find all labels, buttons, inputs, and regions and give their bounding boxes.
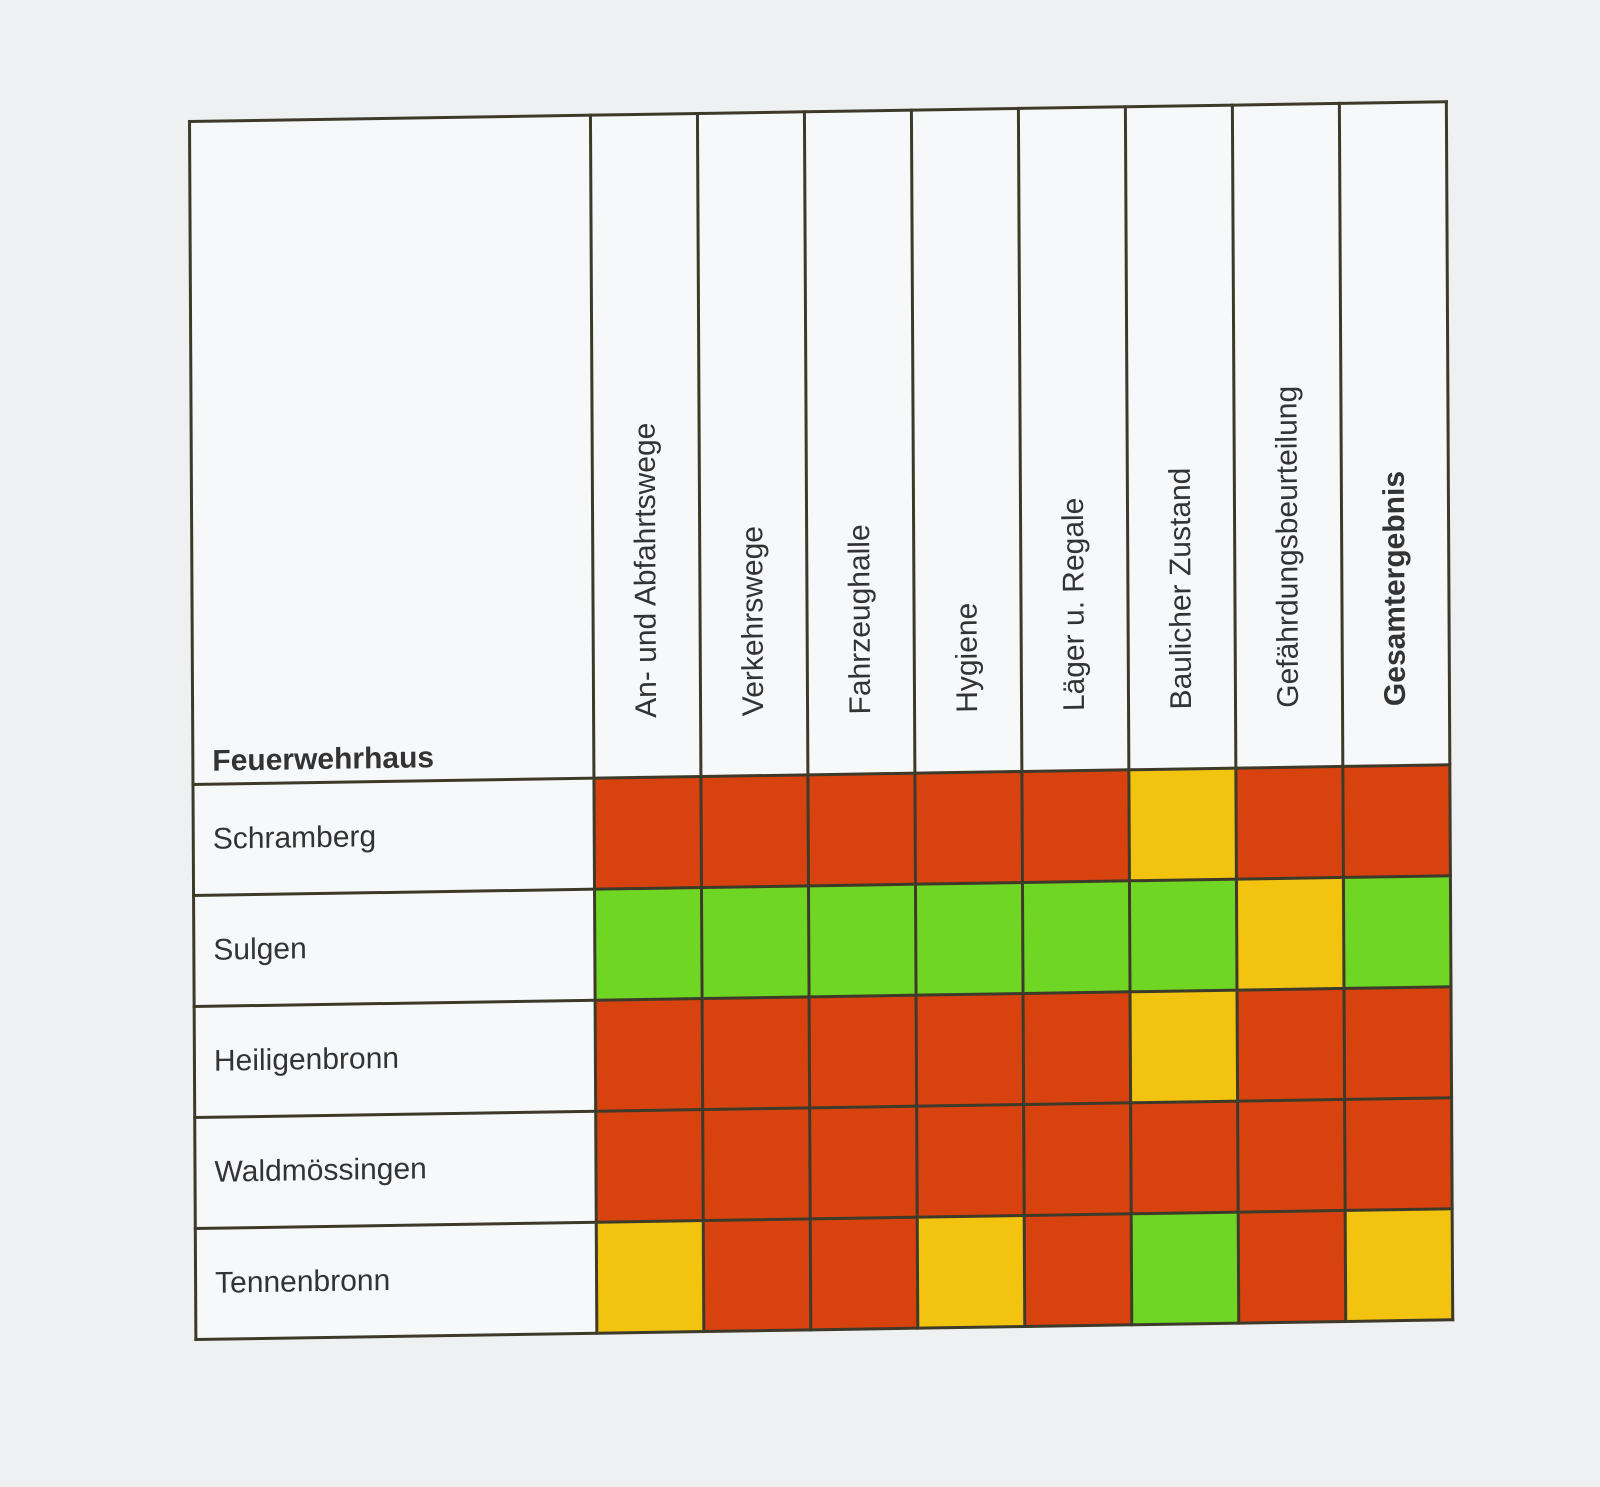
- rating-cell-red: [702, 996, 810, 1110]
- rating-cell-green: [1129, 879, 1238, 992]
- rating-cell-red: [595, 998, 703, 1112]
- rating-cell-red: [703, 1218, 811, 1332]
- row-label: Sulgen: [193, 889, 596, 1007]
- row-header: Feuerwehrhaus: [189, 115, 594, 785]
- column-header: Läger u. Regale: [1018, 106, 1129, 772]
- rating-cell-red: [593, 776, 702, 890]
- rating-cell-red: [809, 1106, 918, 1219]
- column-header: Fahrzeughalle: [804, 110, 915, 775]
- column-header: Baulicher Zustand: [1125, 105, 1236, 770]
- column-header-label: Verkehrswege: [736, 525, 771, 717]
- rating-cell-red: [916, 1104, 1025, 1218]
- rating-cell-green: [915, 882, 1024, 996]
- rating-cell-red: [1023, 1102, 1132, 1216]
- column-header-label: Baulicher Zustand: [1163, 467, 1199, 710]
- rating-cell-red: [1024, 1213, 1132, 1327]
- rating-cell-green: [701, 885, 810, 999]
- rating-cell-red: [1238, 1210, 1346, 1324]
- column-header: An- und Abfahrtswege: [590, 113, 701, 779]
- rating-cell-red: [1023, 991, 1131, 1105]
- column-header-label: Hygiene: [950, 602, 985, 714]
- rating-cell-red: [1235, 766, 1344, 880]
- column-header-label: Gesamtergebnis: [1377, 470, 1413, 707]
- assessment-table-container: Feuerwehrhaus An- und Abfahrtswege Verkeh…: [188, 100, 1455, 1342]
- table-row: Sulgen: [193, 875, 1451, 1007]
- column-header-label: Fahrzeughalle: [843, 524, 878, 715]
- row-label: Schramberg: [192, 778, 595, 896]
- rating-cell-green: [1131, 1212, 1239, 1325]
- column-header: Gefährdungsbeurteilung: [1232, 103, 1343, 769]
- row-label: Waldmössingen: [194, 1111, 597, 1229]
- column-header-label: Läger u. Regale: [1056, 497, 1092, 712]
- row-label: Tennenbronn: [195, 1222, 597, 1340]
- rating-cell-yellow: [1128, 768, 1237, 881]
- column-header: Gesamtergebnis: [1339, 101, 1450, 767]
- rating-cell-red: [1342, 764, 1451, 878]
- rating-cell-yellow: [1345, 1208, 1453, 1322]
- rating-cell-red: [702, 1107, 811, 1221]
- rating-cell-red: [1343, 986, 1452, 1100]
- rating-cell-green: [1343, 875, 1451, 989]
- column-header-label: Gefährdungsbeurteilung: [1270, 385, 1306, 709]
- rating-cell-red: [1237, 988, 1345, 1102]
- rating-cell-red: [914, 771, 1023, 885]
- rating-cell-yellow: [596, 1220, 704, 1334]
- rating-cell-green: [808, 884, 917, 997]
- column-header: Verkehrswege: [697, 111, 808, 777]
- table-row: Tennenbronn: [195, 1208, 1453, 1340]
- table-row: Waldmössingen: [194, 1097, 1453, 1229]
- row-header-label: Feuerwehrhaus: [212, 741, 435, 778]
- rating-cell-red: [700, 774, 809, 888]
- table-row: Heiligenbronn: [194, 986, 1452, 1118]
- rating-cell-red: [1130, 1101, 1239, 1214]
- table-row: Schramberg: [192, 764, 1451, 896]
- rating-cell-yellow: [1130, 990, 1238, 1103]
- rating-cell-green: [1022, 880, 1131, 994]
- rating-cell-yellow: [917, 1215, 1025, 1329]
- column-header-label: An- und Abfahrtswege: [628, 422, 664, 719]
- rating-cell-red: [810, 1217, 918, 1330]
- row-label: Heiligenbronn: [194, 1000, 596, 1118]
- rating-cell-red: [1344, 1097, 1453, 1211]
- rating-cell-red: [1237, 1099, 1346, 1213]
- assessment-table: Feuerwehrhaus An- und Abfahrtswege Verkeh…: [188, 100, 1455, 1342]
- rating-cell-green: [594, 887, 703, 1001]
- rating-cell-red: [1021, 769, 1130, 883]
- rating-cell-red: [809, 995, 917, 1108]
- rating-cell-red: [595, 1109, 704, 1223]
- rating-cell-red: [807, 773, 916, 886]
- rating-cell-red: [916, 993, 1024, 1107]
- column-header: Hygiene: [911, 108, 1022, 774]
- rating-cell-yellow: [1236, 877, 1344, 991]
